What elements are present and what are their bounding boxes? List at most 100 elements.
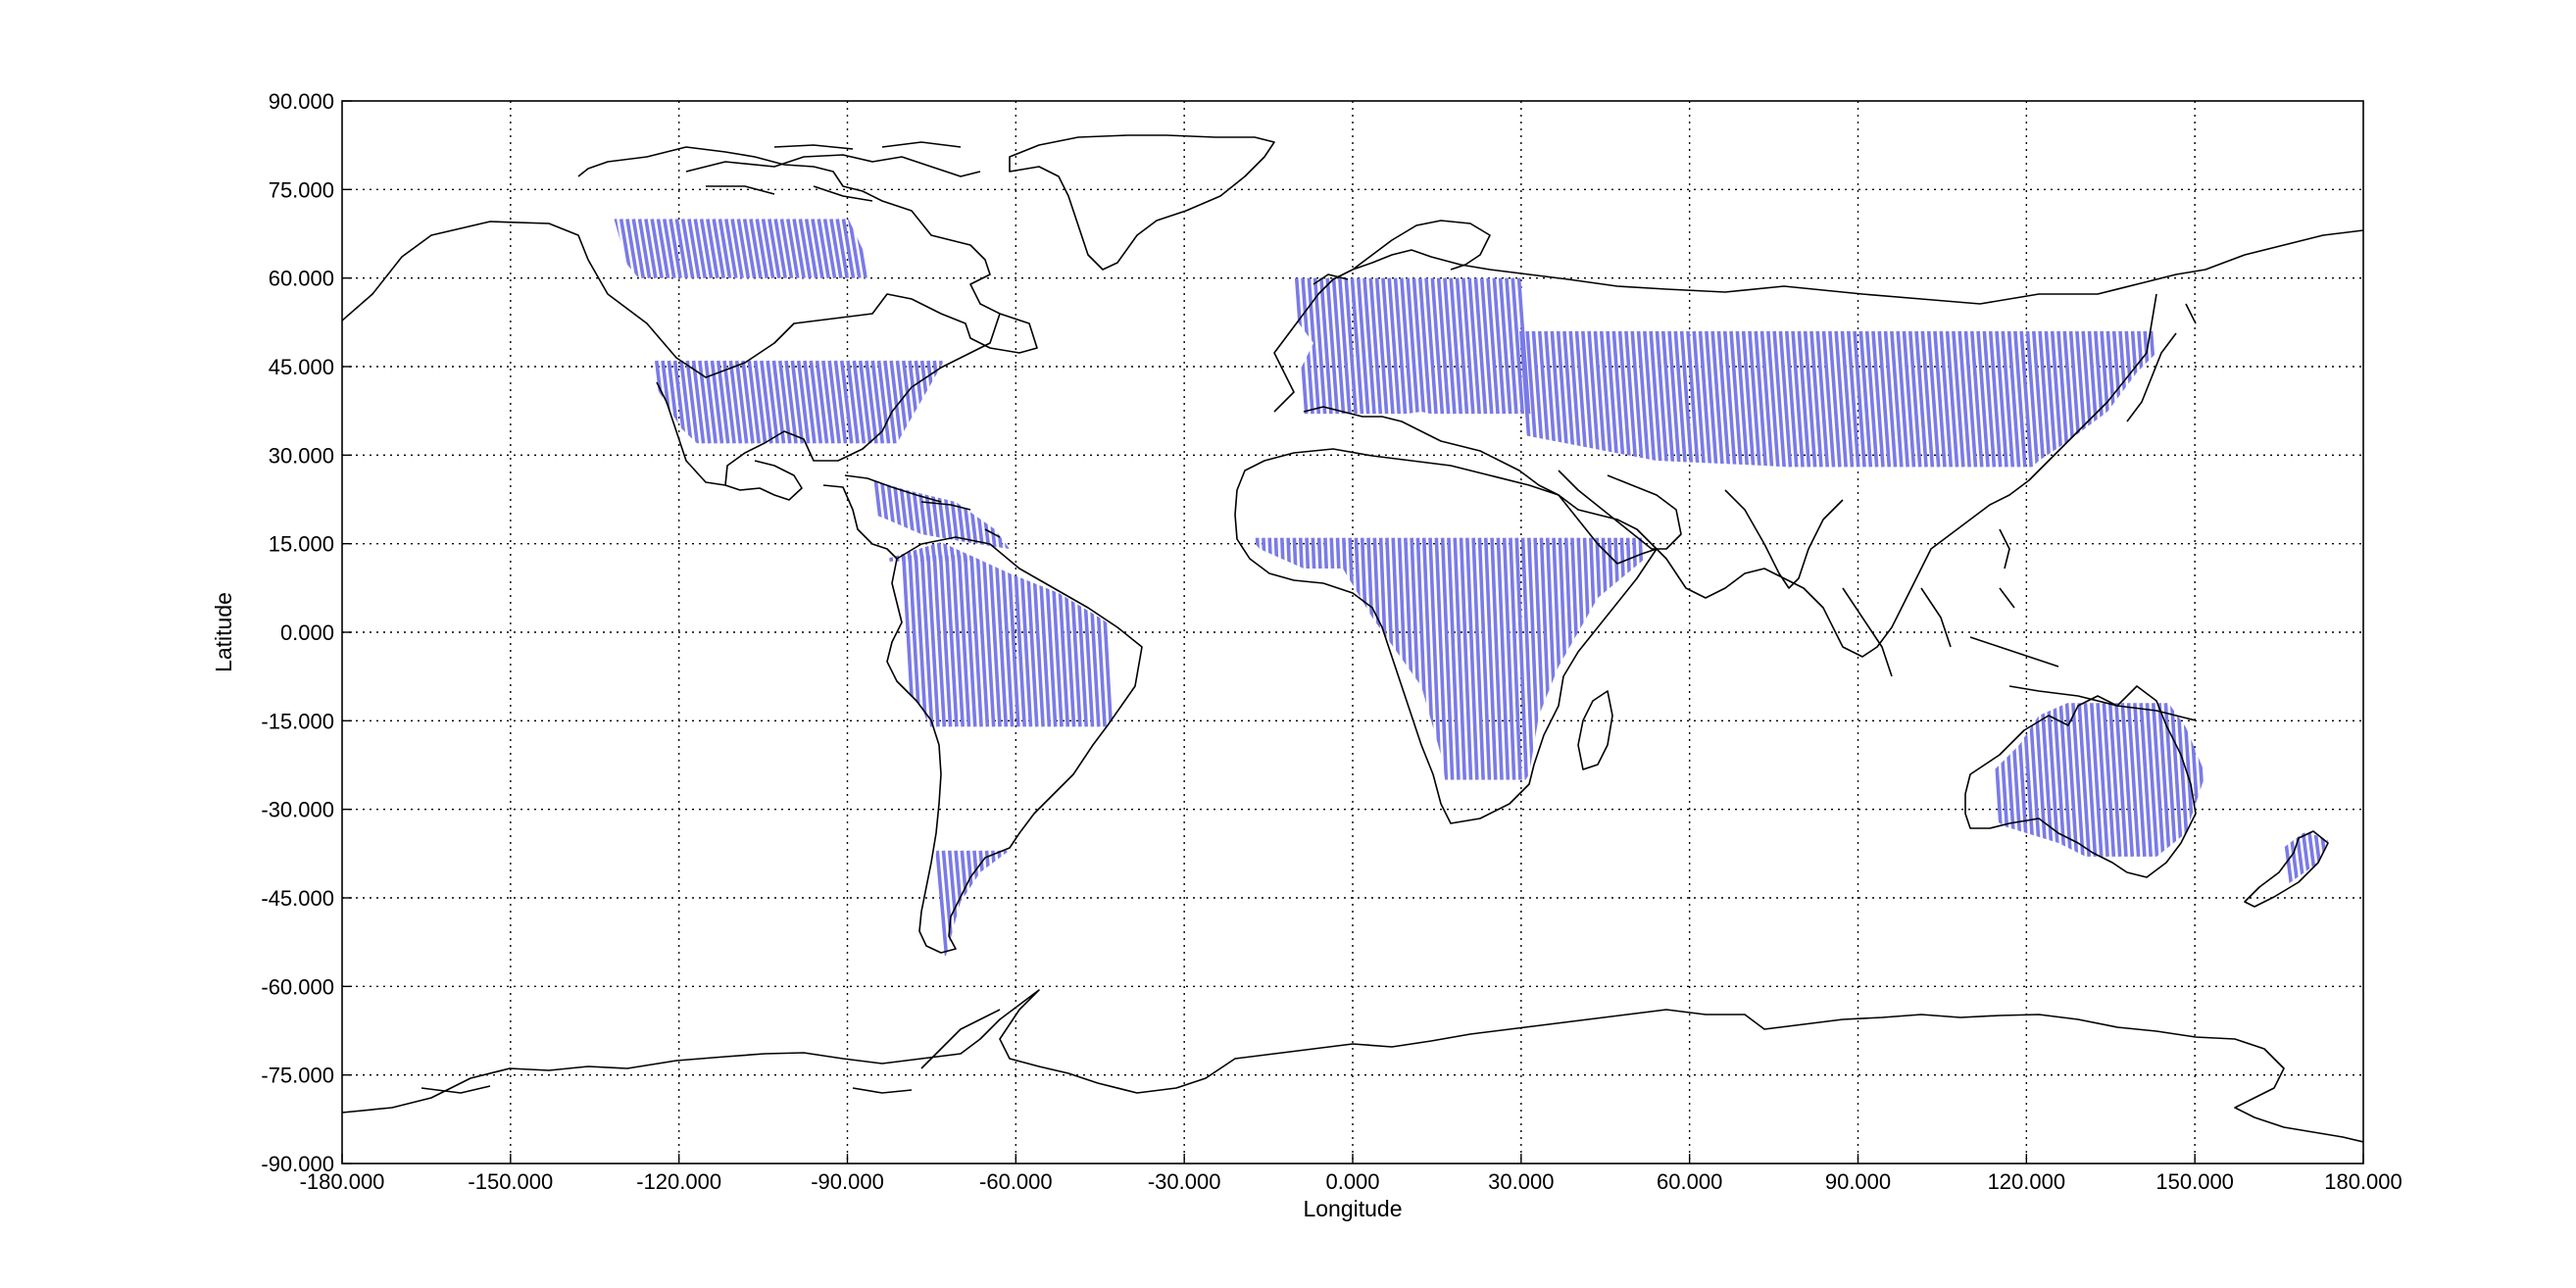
- hatch-stroke: [991, 850, 1005, 956]
- hatch-stroke: [2341, 833, 2351, 910]
- hatch-stroke: [1449, 277, 1463, 415]
- hatch-stroke: [784, 360, 798, 444]
- hatch-stroke: [1465, 537, 1479, 780]
- hatch-stroke: [2133, 703, 2147, 857]
- hatch-stroke: [1323, 537, 1337, 780]
- hatch-stroke: [2157, 703, 2171, 857]
- hatch-stroke: [2206, 703, 2221, 857]
- hatch-stroke: [870, 360, 885, 444]
- hatch-stroke: [2149, 330, 2163, 468]
- hatch-stroke: [1273, 537, 1288, 780]
- hatch-stroke: [1319, 277, 1333, 415]
- hatch-stroke: [716, 360, 730, 444]
- hatch-stroke: [1362, 277, 1376, 415]
- coast-australia: [1964, 685, 2197, 878]
- hatch-stroke: [755, 219, 769, 278]
- hatch-stroke: [858, 360, 872, 444]
- hatch-stroke: [945, 360, 959, 444]
- coverage-region: [873, 478, 1023, 562]
- hatch-stroke: [2040, 703, 2055, 857]
- hatch-stroke: [1716, 330, 1731, 468]
- hatch-stroke: [1710, 330, 1724, 468]
- hatch-stroke: [1479, 277, 1494, 415]
- coast-arctic-islands: [685, 141, 981, 202]
- hatch-stroke: [1853, 330, 1866, 468]
- hatch-stroke: [1735, 330, 1750, 468]
- x-tick-label: 120.000: [1988, 1169, 2066, 1194]
- hatch-stroke: [1400, 277, 1413, 415]
- hatch-stroke: [685, 360, 700, 444]
- hatch-stroke: [1502, 537, 1516, 780]
- hatch-stroke: [1840, 330, 1855, 468]
- hatch-stroke: [2031, 330, 2046, 468]
- hatch-stroke: [1809, 330, 1823, 468]
- hatch-stroke: [1991, 703, 2005, 857]
- hatch-stroke: [1007, 555, 1020, 727]
- coast-north-america: [342, 146, 1038, 501]
- hatch-stroke: [1846, 330, 1860, 468]
- hatch-stroke: [779, 219, 794, 278]
- hatch-stroke: [1625, 537, 1640, 780]
- y-tick-label: 15.000: [269, 532, 334, 557]
- hatch-stroke: [908, 555, 921, 727]
- hatch-stroke: [1471, 537, 1485, 780]
- y-axis-title: Latitude: [211, 592, 236, 672]
- hatch-stroke: [1325, 277, 1340, 415]
- hatch-stroke: [777, 360, 792, 444]
- hatch-stroke: [803, 360, 817, 444]
- hatch-stroke: [1307, 277, 1321, 415]
- hatch-stroke: [951, 555, 965, 727]
- hatch-stroke: [1387, 277, 1402, 415]
- y-tick-labels: 90.000 75.000 60.000 45.000 30.000 15.000 0.00…: [261, 89, 352, 1176]
- hatch-stroke: [1914, 330, 1928, 468]
- hatch-stroke: [1778, 330, 1793, 468]
- hatch-stroke: [1027, 850, 1042, 956]
- hatch-stroke: [904, 478, 918, 562]
- coast-europe-asia: [1273, 229, 2363, 658]
- hatch-stroke: [1298, 537, 1313, 780]
- hatch-stroke: [637, 219, 652, 278]
- hatch-stroke: [1350, 277, 1364, 415]
- hatch-stroke: [2038, 330, 2052, 468]
- hatch-stroke: [1988, 330, 2003, 468]
- hatch-stroke: [1581, 330, 1595, 468]
- hatch-stroke: [1335, 537, 1350, 780]
- x-tick-label: 180.000: [2324, 1169, 2403, 1194]
- hatch-stroke: [2201, 703, 2214, 857]
- hatch-stroke: [669, 219, 682, 278]
- hatch-stroke: [1593, 330, 1608, 468]
- hatch-stroke: [1473, 277, 1488, 415]
- hatch-stroke: [718, 219, 732, 278]
- x-axis-title: Longitude: [1303, 1196, 1402, 1221]
- hatch-stroke: [1686, 330, 1700, 468]
- hatch-stroke: [1759, 330, 1774, 468]
- hatch-stroke: [1957, 330, 1971, 468]
- hatch-stroke: [2347, 833, 2356, 910]
- hatch-stroke: [991, 478, 1005, 562]
- hatch-stroke: [712, 219, 725, 278]
- hatch-stroke: [2025, 330, 2040, 468]
- coast-antarctica: [342, 989, 2363, 1143]
- hatch-stroke: [876, 360, 891, 444]
- hatch-stroke: [1313, 277, 1327, 415]
- hatch-stroke: [1492, 277, 1507, 415]
- hatch-stroke: [2169, 703, 2184, 857]
- hatch-stroke: [728, 360, 743, 444]
- hatch-stroke: [753, 360, 768, 444]
- hatch-stroke: [1976, 330, 1990, 468]
- hatch-stroke: [945, 555, 959, 727]
- hatch-stroke: [1412, 277, 1426, 415]
- coast-india: [1724, 489, 1844, 589]
- hatch-stroke: [951, 360, 965, 444]
- hatch-stroke: [938, 555, 953, 727]
- coast-africa: [1234, 448, 1658, 824]
- hatch-stroke: [2058, 703, 2073, 857]
- hatch-stroke: [1821, 330, 1836, 468]
- hatch-stroke: [1498, 277, 1512, 415]
- y-tick-label: 60.000: [269, 267, 334, 291]
- hatch-stroke: [691, 360, 706, 444]
- hatch-stroke: [1461, 277, 1475, 415]
- hatch-stroke: [1443, 277, 1457, 415]
- hatch-stroke: [1459, 537, 1473, 780]
- hatch-stroke: [1406, 277, 1419, 415]
